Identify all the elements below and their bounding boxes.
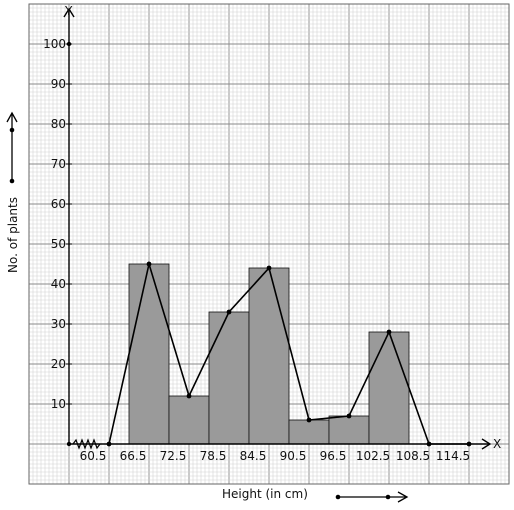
y-tick-label: 80 [51,117,66,131]
x-scale-dot [385,494,391,500]
x-tick-label: 78.5 [200,449,227,463]
frequency-polygon-point [106,441,112,447]
histogram-bar [128,263,170,445]
y-scale-dot [9,178,15,184]
y-axis-label-wrap: No. of plants [4,185,22,285]
x-axis-label: Height (in cm) [222,487,308,501]
histogram-bar [328,415,370,445]
frequency-polygon-point [466,441,472,447]
histogram-bar [288,419,330,445]
frequency-polygon-point [306,417,312,423]
y-tick-label: 90 [51,77,66,91]
y-tick-label: 70 [51,157,66,171]
histogram-bar [248,267,290,445]
frequency-polygon-point [346,413,352,419]
origin-dot [66,441,72,447]
axis-break-kink [72,438,101,450]
frequency-polygon-point [226,309,232,315]
x-scale-dot [335,494,341,500]
histogram-bar [368,331,410,445]
y-axis-label: No. of plants [6,197,20,273]
x-axis-arrow [481,438,492,450]
x-tick-label: 102.5 [356,449,390,463]
y-axis-letter: Y [64,4,73,18]
y-scale-dot [9,127,15,133]
x-tick-label: 66.5 [120,449,147,463]
x-tick-label: 72.5 [160,449,187,463]
x-tick-label: 90.5 [280,449,307,463]
y-tick-label: 20 [51,357,66,371]
frequency-polygon-point [146,261,152,267]
y-tick-label: 60 [51,197,66,211]
frequency-polygon-point [186,393,192,399]
y-scale-arrowhead [6,111,18,123]
y-tick-label: 30 [51,317,66,331]
histogram-bar [168,395,210,445]
histogram-bar [208,311,250,445]
y-axis-dot [66,41,72,47]
y-tick-label: 100 [43,37,66,51]
x-tick-label: 114.5 [436,449,470,463]
x-tick-label: 96.5 [320,449,347,463]
frequency-polygon-point [386,329,392,335]
x-axis-letter: X [493,437,501,451]
frequency-polygon-point [266,265,272,271]
y-tick-label: 50 [51,237,66,251]
x-tick-label: 84.5 [240,449,267,463]
x-tick-label: 60.5 [80,449,107,463]
x-scale-arrowhead [397,491,409,503]
plot-border [28,3,510,485]
y-tick-label: 40 [51,277,66,291]
x-tick-label: 108.5 [396,449,430,463]
y-axis-arrow [63,7,75,18]
y-tick-label: 10 [51,397,66,411]
frequency-polygon-point [426,441,432,447]
frequency-polygon [108,260,469,445]
